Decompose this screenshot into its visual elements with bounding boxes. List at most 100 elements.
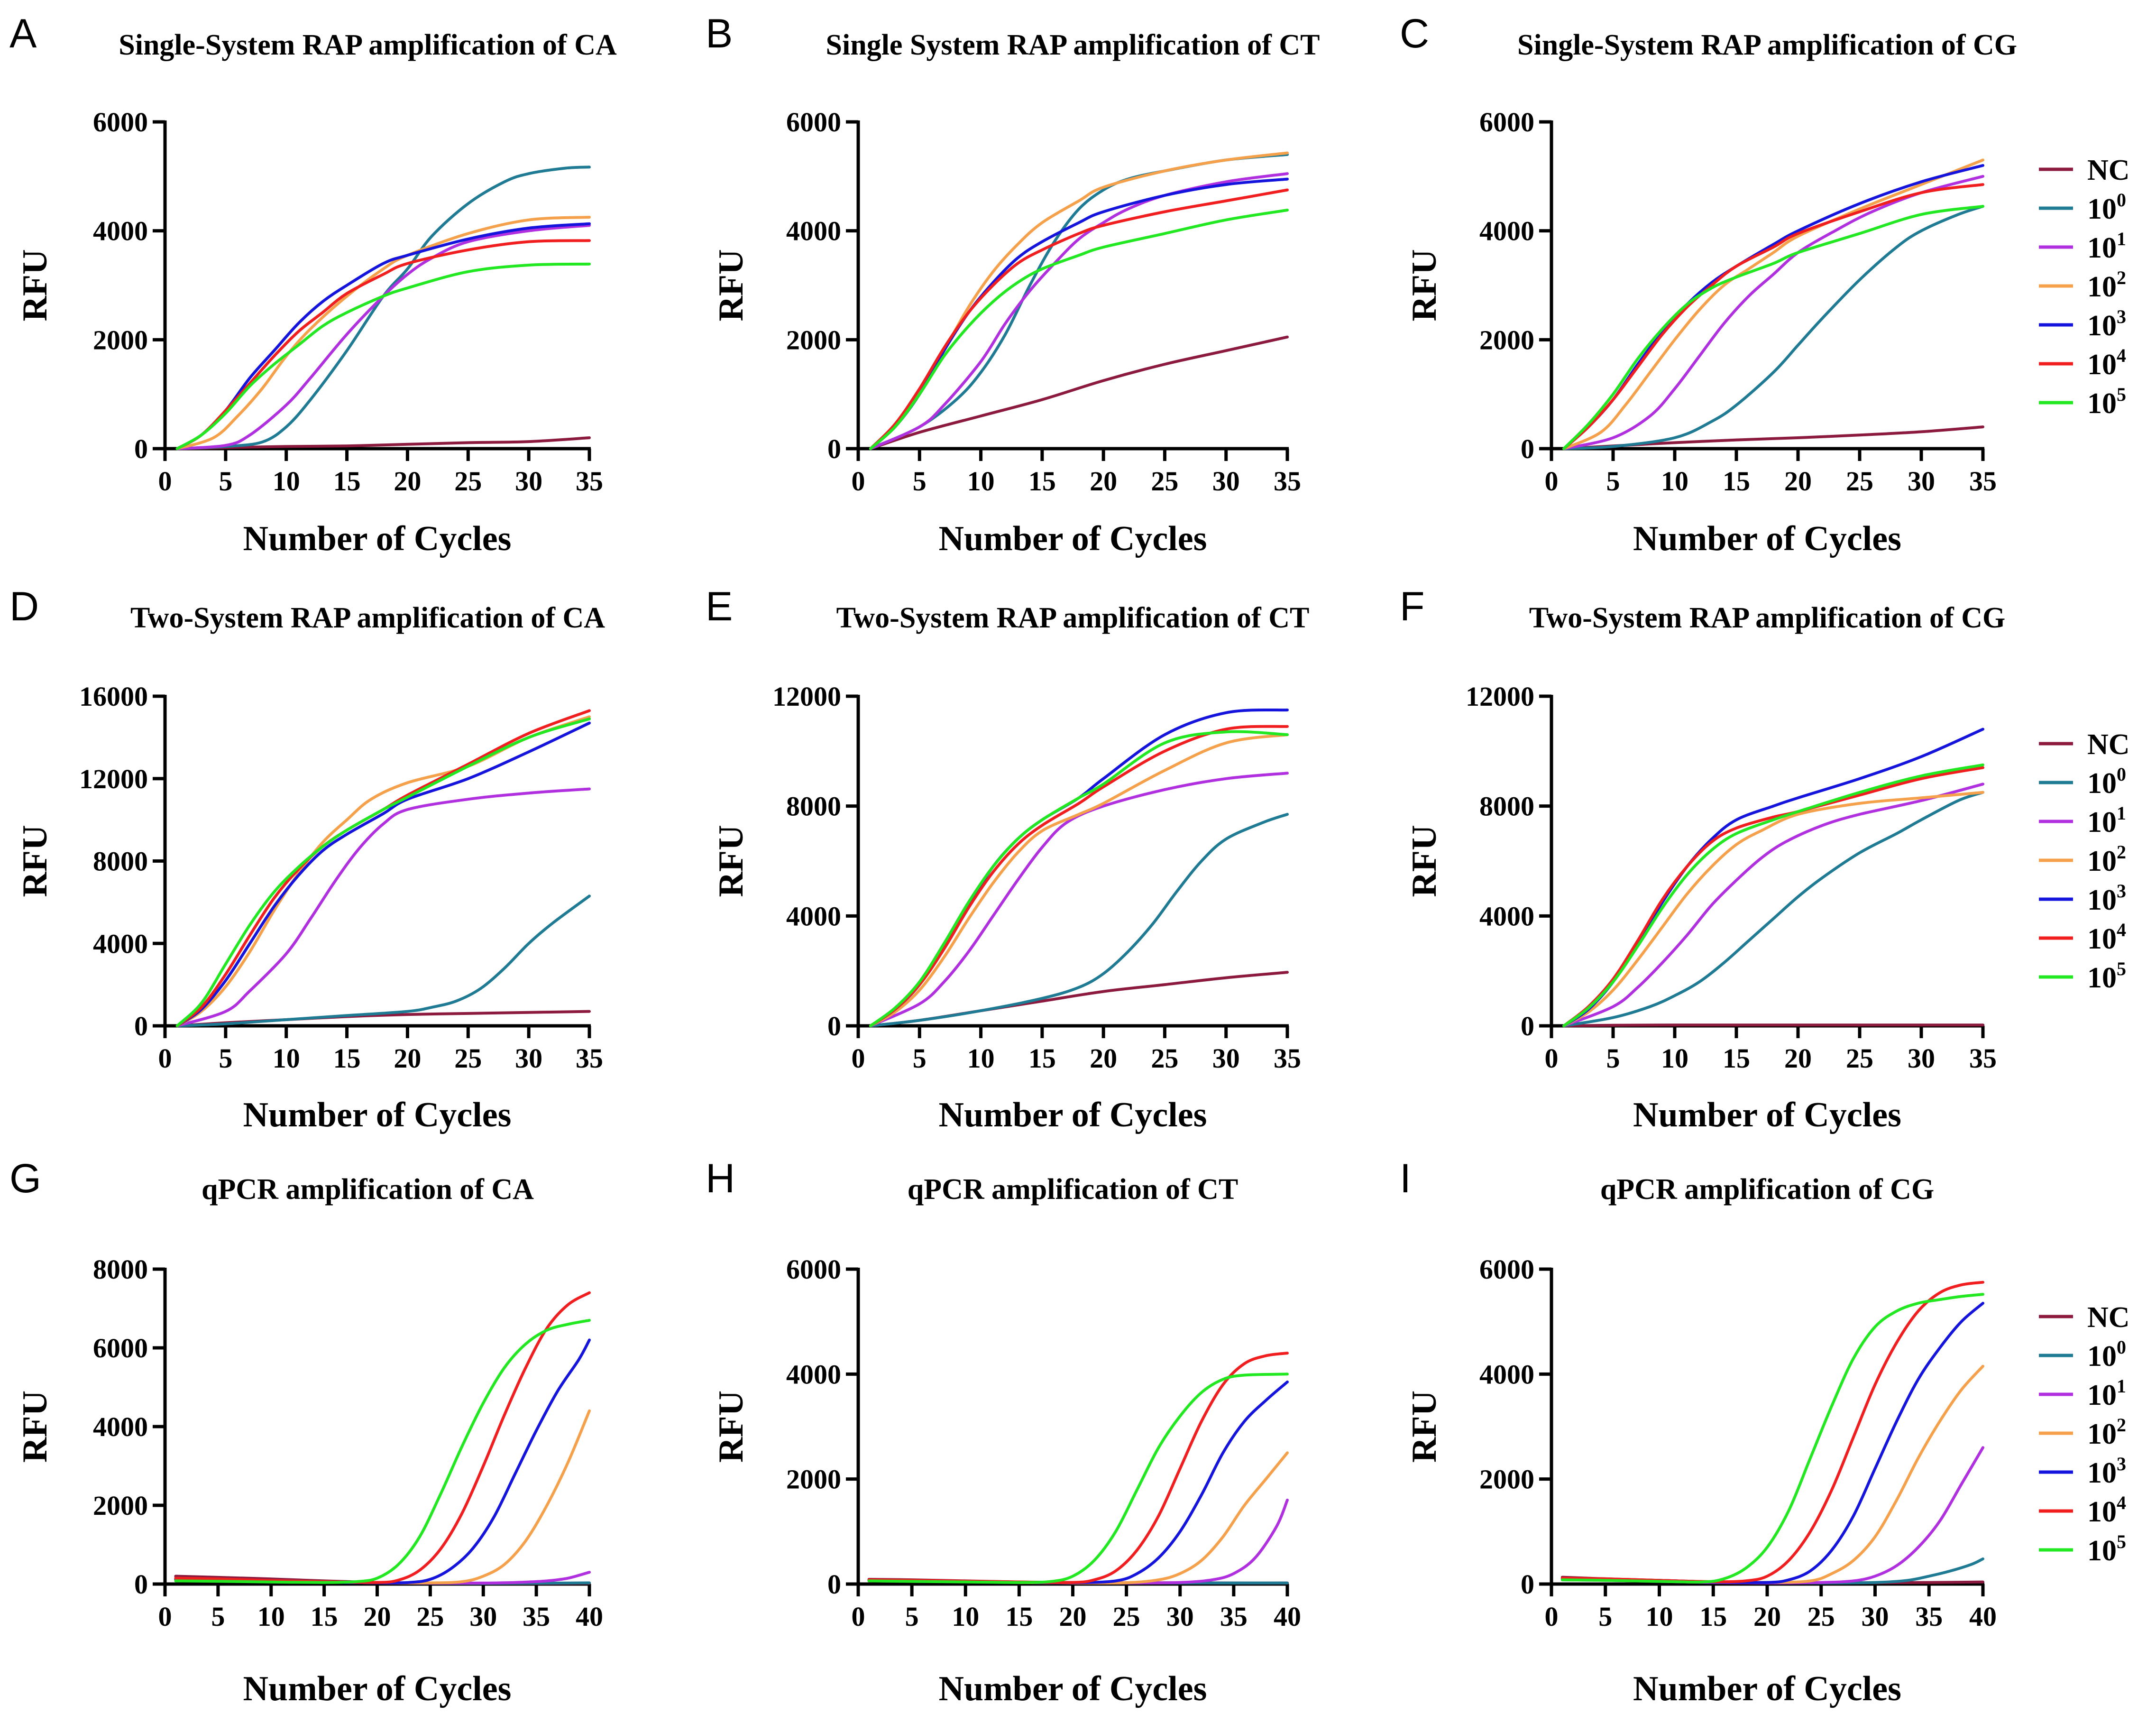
x-tick-label: 10	[273, 1043, 300, 1074]
x-tick-label: 30	[469, 1601, 497, 1632]
y-tick-label: 12000	[1466, 681, 1534, 712]
series-line-e2	[867, 1451, 1289, 1585]
x-tick-label: 15	[1005, 1601, 1033, 1632]
x-tick-label: 30	[515, 1043, 542, 1074]
legend-exponent: 4	[2117, 345, 2126, 366]
x-tick-label: 15	[311, 1601, 338, 1632]
x-tick-label: 10	[1661, 466, 1688, 497]
legend-base: 10	[2087, 310, 2117, 342]
x-tick-label: 40	[1969, 1601, 1997, 1632]
x-tick-label: 25	[454, 466, 482, 497]
x-axis-label: Number of Cycles	[1633, 1669, 1901, 1708]
y-tick-label: 8000	[93, 1254, 148, 1285]
legend-label: 101	[2087, 802, 2126, 838]
series-line-e1	[1560, 1446, 1984, 1585]
x-tick-label: 20	[364, 1601, 391, 1632]
series-line-e2	[174, 1409, 591, 1585]
x-tick-label: 20	[1784, 466, 1812, 497]
x-tick-label: 30	[1166, 1601, 1194, 1632]
legend-label: NC	[2087, 728, 2130, 761]
x-tick-label: 15	[1723, 1043, 1750, 1074]
y-tick-label: 0	[827, 1569, 841, 1600]
legend-exponent: 2	[2117, 267, 2126, 288]
chart-title: Single System RAP amplification of CT	[826, 29, 1320, 61]
legend-exponent: 0	[2117, 189, 2126, 211]
x-tick-label: 30	[1908, 466, 1935, 497]
x-tick-label: 0	[852, 1043, 865, 1074]
y-tick-label: 12000	[79, 764, 148, 794]
legend-base: 10	[2087, 349, 2117, 381]
y-tick-label: 4000	[786, 1359, 841, 1390]
x-tick-label: 35	[576, 1043, 603, 1074]
x-axis-label: Number of Cycles	[243, 519, 512, 558]
series-line-e2	[175, 216, 591, 450]
panel-letter: D	[9, 584, 39, 629]
x-tick-label: 5	[1606, 466, 1620, 497]
x-tick-label: 35	[1220, 1601, 1248, 1632]
legend-label: 100	[2087, 1336, 2126, 1373]
x-tick-label: 10	[967, 1043, 995, 1074]
x-tick-label: 25	[1846, 466, 1873, 497]
y-tick-label: 6000	[93, 1333, 148, 1364]
y-tick-label: 0	[134, 1011, 148, 1041]
series-line-e3	[175, 721, 591, 1027]
series-line-e5	[175, 262, 591, 450]
legend-label: 100	[2087, 764, 2126, 800]
x-tick-label: 0	[1545, 1043, 1559, 1074]
y-axis-label: RFU	[16, 825, 55, 897]
legend-exponent: 0	[2117, 1336, 2126, 1358]
legend-exponent: 2	[2117, 1414, 2126, 1436]
y-axis-label: RFU	[712, 1391, 751, 1463]
legend-label: 104	[2087, 1492, 2126, 1528]
y-axis-label: RFU	[16, 249, 55, 321]
x-tick-label: 25	[454, 1043, 482, 1074]
legend-label: 105	[2087, 958, 2126, 994]
chart-title: Two-System RAP amplification of CA	[130, 602, 605, 634]
x-axis-label: Number of Cycles	[243, 1096, 512, 1134]
y-tick-label: 6000	[1479, 107, 1534, 138]
x-tick-label: 5	[913, 466, 927, 497]
legend-label: 103	[2087, 1453, 2126, 1489]
x-tick-label: 0	[1545, 1601, 1559, 1632]
x-tick-label: 5	[905, 1601, 919, 1632]
series-line-e0	[869, 153, 1289, 450]
y-tick-label: 16000	[79, 681, 148, 712]
series-line-e2	[1560, 1364, 1984, 1584]
series-line-e4	[175, 709, 591, 1027]
y-tick-label: 0	[1521, 433, 1534, 464]
series-line-e4	[1562, 183, 1984, 450]
x-tick-label: 15	[1028, 466, 1056, 497]
series-line-e5	[867, 1373, 1289, 1584]
x-tick-label: 15	[333, 1043, 361, 1074]
y-axis-label: RFU	[1405, 825, 1444, 897]
series-line-e4	[867, 1352, 1289, 1584]
panel-letter: A	[9, 11, 37, 56]
series-line-e1	[1562, 783, 1984, 1027]
x-axis-label: Number of Cycles	[939, 1669, 1207, 1708]
legend-base: 10	[2087, 767, 2117, 800]
series-line-e5	[175, 717, 591, 1027]
x-tick-label: 0	[1545, 466, 1559, 497]
panel-f: F Two-System RAP amplification of CG RFU Nu…	[1400, 584, 2130, 1134]
series-line-e3	[174, 1338, 591, 1585]
series-line-e2	[175, 715, 591, 1027]
legend-exponent: 5	[2117, 958, 2126, 979]
legend-base: 10	[2087, 1340, 2117, 1373]
legend-exponent: 1	[2117, 228, 2126, 249]
legend-exponent: 2	[2117, 841, 2126, 863]
x-tick-label: 15	[1028, 1043, 1056, 1074]
y-tick-label: 2000	[93, 1490, 148, 1521]
series-line-e1	[869, 172, 1289, 450]
y-tick-label: 6000	[786, 107, 841, 138]
series-line-e4	[1562, 766, 1984, 1027]
legend-base: 10	[2087, 845, 2117, 877]
x-tick-label: 35	[576, 466, 603, 497]
x-tick-label: 40	[1274, 1601, 1301, 1632]
legend-base: 10	[2087, 193, 2117, 225]
panel-c: C Single-System RAP amplification of CG RF…	[1400, 11, 2130, 558]
y-tick-label: 2000	[93, 324, 148, 355]
panel-letter: H	[706, 1156, 735, 1201]
